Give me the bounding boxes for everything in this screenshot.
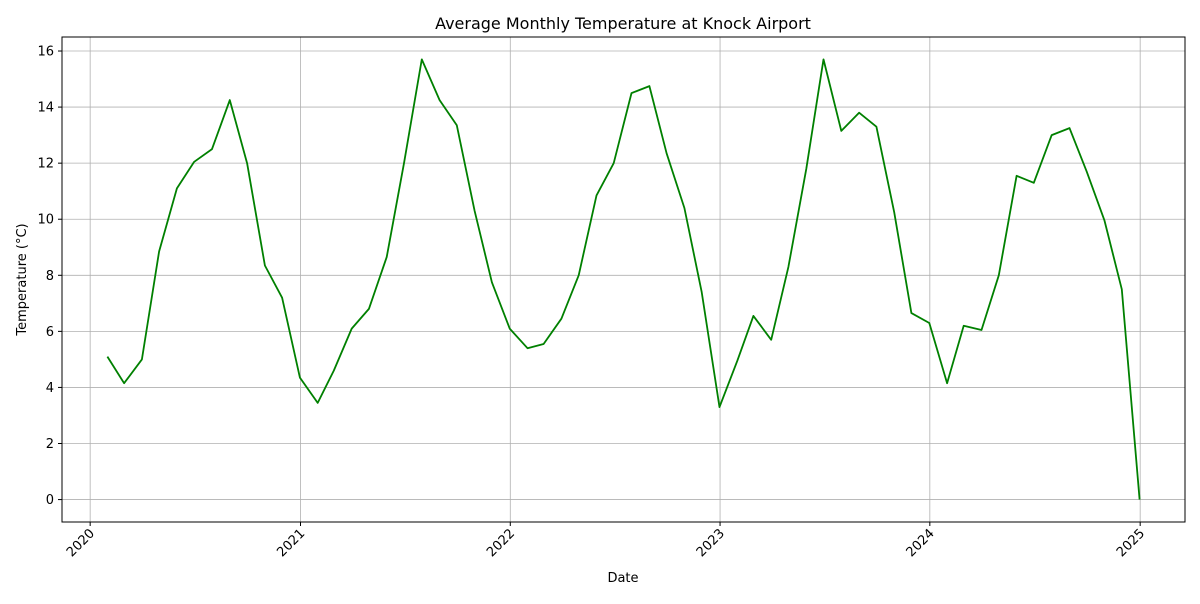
y-tick-label: 14 <box>37 101 54 116</box>
y-tick-label: 2 <box>46 437 54 452</box>
x-axis-ticks: 2020 2021 2022 2023 2024 2025 <box>64 522 1148 560</box>
y-tick-label: 10 <box>37 213 54 228</box>
series-line <box>106 58 1141 500</box>
x-tick-label: 2023 <box>694 526 728 560</box>
y-tick-label: 0 <box>46 493 54 508</box>
chart-title: Average Monthly Temperature at Knock Air… <box>435 14 811 33</box>
x-tick-label: 2020 <box>64 526 98 560</box>
y-tick-label: 6 <box>46 325 54 340</box>
y-axis-label: Temperature (°C) <box>15 223 30 336</box>
y-tick-label: 8 <box>46 269 54 284</box>
x-tick-label: 2021 <box>274 526 308 560</box>
y-tick-label: 16 <box>37 45 54 60</box>
y-tick-label: 4 <box>46 381 54 396</box>
series-layer <box>106 58 1141 500</box>
grid <box>62 37 1185 522</box>
x-axis-label: Date <box>607 571 638 586</box>
y-tick-label: 12 <box>37 157 54 172</box>
x-tick-label: 2022 <box>484 526 518 560</box>
y-axis-ticks: 0 2 4 6 8 10 12 14 16 <box>37 45 62 508</box>
plot-frame <box>61 36 1186 523</box>
x-tick-label: 2025 <box>1114 526 1148 560</box>
x-tick-label: 2024 <box>904 526 938 560</box>
